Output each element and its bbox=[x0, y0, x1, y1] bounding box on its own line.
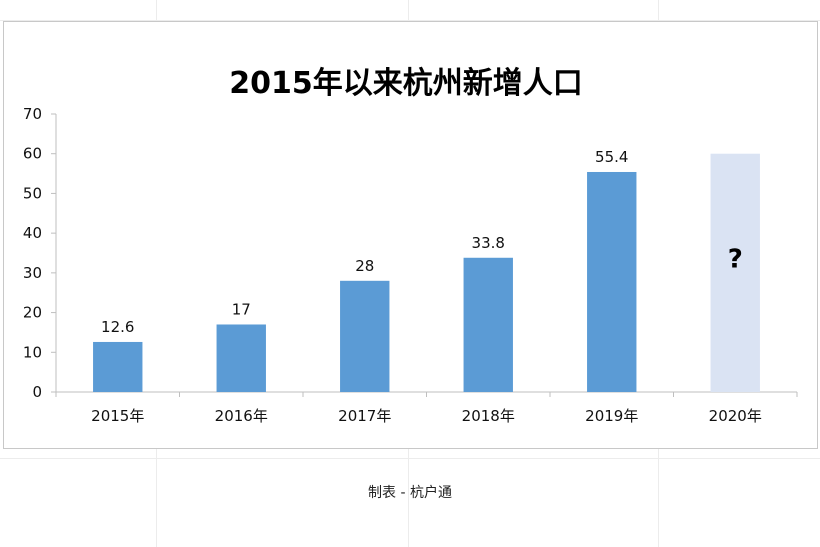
y-tick-label: 40 bbox=[23, 224, 42, 242]
bar bbox=[93, 341, 143, 392]
chart-title: 2015年以来杭州新增人口 bbox=[229, 66, 583, 101]
bar-chart: 2015年以来杭州新增人口 0 10 20 30 40 50 60 70 12.6 2015年 17… bbox=[23, 66, 798, 425]
x-tick-label: 2020年 bbox=[709, 407, 762, 425]
data-label: 55.4 bbox=[595, 148, 628, 166]
data-label: 28 bbox=[355, 257, 374, 275]
sheet-gridline bbox=[0, 458, 820, 459]
bar-unknown bbox=[710, 153, 760, 392]
data-label-unknown: ? bbox=[728, 245, 743, 275]
y-tick-label: 60 bbox=[23, 145, 42, 163]
bar bbox=[216, 324, 266, 392]
y-tick-label: 0 bbox=[32, 383, 42, 401]
data-label: 12.6 bbox=[101, 318, 134, 336]
chart-frame[interactable]: 2015年以来杭州新增人口 0 10 20 30 40 50 60 70 12.6 2015年 17… bbox=[3, 21, 818, 449]
plot-area: 0 10 20 30 40 50 60 70 12.6 2015年 17 2016年 28 2017年 33… bbox=[23, 105, 798, 425]
data-label: 33.8 bbox=[472, 234, 505, 252]
bar bbox=[340, 280, 390, 392]
sheet-gridline bbox=[0, 20, 820, 21]
bar bbox=[587, 171, 637, 392]
y-tick-label: 70 bbox=[23, 105, 42, 123]
x-tick-label: 2015年 bbox=[91, 407, 144, 425]
y-tick-label: 20 bbox=[23, 304, 42, 322]
y-tick-label: 10 bbox=[23, 343, 42, 361]
x-tick-label: 2017年 bbox=[338, 407, 391, 425]
x-tick-label: 2018年 bbox=[462, 407, 515, 425]
x-tick-label: 2016年 bbox=[215, 407, 268, 425]
y-tick-label: 50 bbox=[23, 184, 42, 202]
footer-credit: 制表 - 杭户通 bbox=[368, 485, 452, 501]
y-tick-label: 30 bbox=[23, 264, 42, 282]
x-tick-label: 2019年 bbox=[585, 407, 638, 425]
bar bbox=[463, 257, 513, 392]
data-label: 17 bbox=[232, 300, 251, 318]
